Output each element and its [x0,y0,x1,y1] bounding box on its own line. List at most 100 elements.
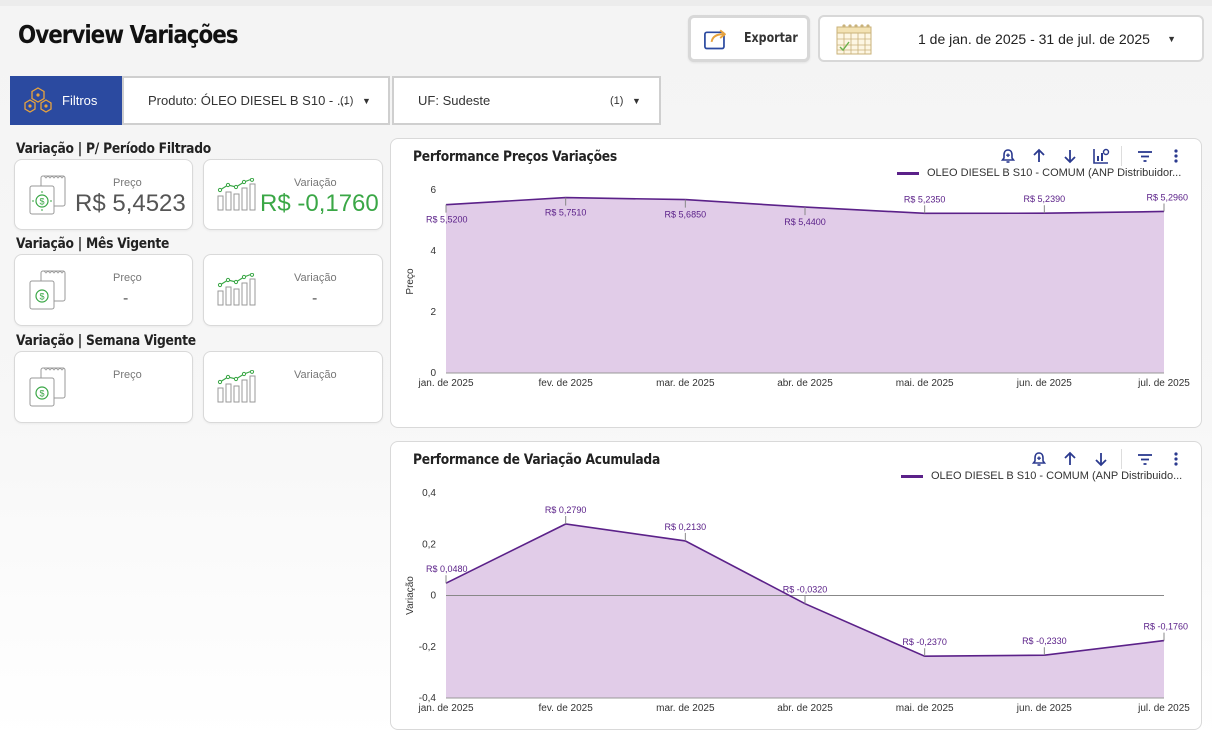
page-title: Overview Variações [18,20,239,49]
legend-swatch [901,474,923,478]
sort-ascending-icon[interactable] [1028,145,1050,167]
y-tick-label: 2 [430,307,436,318]
variation-area-chart: R$ 0,0480 R$ 0,2790 R$ 0,2130 R$ -0,0320 R$ … [405,488,1190,714]
y-tick-label: 0,2 [422,539,436,550]
x-tick-label: jan. de 2025 [417,378,473,389]
svg-text:$: $ [39,389,44,399]
bar-chart-icon [217,178,256,211]
produto-filter-count: (1) [340,94,354,107]
chart-legend: OLEO DIESEL B S10 - COMUM (ANP Distribui… [901,470,1182,482]
x-tick-label: jan. de 2025 [417,703,473,714]
x-tick-label: jul. de 2025 [1137,703,1190,714]
chart-toolbar [997,145,1196,167]
price-tag-icon: $ [29,367,66,407]
x-tick-label: mar. de 2025 [656,378,715,389]
chart-toolbar [1028,448,1196,470]
svg-text:$: $ [39,292,44,302]
price-tag-icon: $ [29,270,66,310]
variation-value: R$ -0,1760 [260,190,379,217]
produto-filter-dropdown[interactable]: Produto: ÓLEO DIESEL B S10 - ... (1) ▼ [122,76,390,125]
data-label: R$ 5,2350 [904,194,946,204]
x-tick-label: fev. de 2025 [539,703,594,714]
bar-chart-icon [217,370,256,403]
legend-label: OLEO DIESEL B S10 - COMUM (ANP Distribui… [931,470,1183,482]
data-label: R$ -0,1760 [1143,622,1188,632]
filters-button[interactable]: Filtros [10,76,122,125]
price-label: Preço [113,369,142,381]
variation-label: Variação [294,272,337,284]
data-label: R$ 5,4400 [784,217,826,227]
price-tag-icon: $ [29,175,66,215]
date-range-picker[interactable]: 1 de jan. de 2025 - 31 de jul. de 2025 ▼ [818,15,1204,62]
x-tick-label: mai. de 2025 [896,378,954,389]
alert-bell-icon[interactable] [1028,448,1050,470]
more-options-icon[interactable] [1165,145,1187,167]
calendar-icon [836,23,872,54]
x-tick-label: abr. de 2025 [777,703,833,714]
chevron-down-icon: ▼ [632,95,641,106]
sort-descending-icon[interactable] [1059,145,1081,167]
uf-filter-value: : Sudeste [435,93,491,108]
alert-bell-icon[interactable] [997,145,1019,167]
chart-panel-variacao: Performance de Variação Acumulada OLEO D… [390,441,1202,730]
variation-card-semana: Variação [203,351,383,423]
bar-chart-icon [217,273,256,306]
y-tick-label: 6 [430,185,436,196]
toolbar-divider [1121,146,1122,166]
price-label: Preço [113,272,142,284]
data-label: R$ 5,2390 [1024,194,1066,204]
price-card-mes: $ Preço - [14,254,193,326]
export-button[interactable]: Exportar [688,15,810,62]
price-area-chart: R$ 5,5200 R$ 5,7510 R$ 5,6850 R$ 5,4400 R$ 5… [405,185,1190,389]
date-range-text: 1 de jan. de 2025 - 31 de jul. de 2025 [918,30,1150,47]
section-title-mes: Variação | Mês Vigente [16,236,170,252]
price-value: - [123,290,129,307]
data-label: R$ -0,2330 [1022,636,1067,646]
data-label: R$ 5,7510 [545,208,587,218]
uf-filter-dropdown[interactable]: UF: Sudeste (1) ▼ [392,76,661,125]
filter-icon[interactable] [1134,145,1156,167]
chart-settings-icon[interactable] [1090,145,1112,167]
sort-descending-icon[interactable] [1090,448,1112,470]
data-label: R$ 0,2130 [665,522,707,532]
chevron-down-icon: ▼ [362,95,371,106]
chart-title: Performance Preços Variações [413,149,617,165]
y-axis-title: Preço [405,268,416,295]
y-tick-label: -0,2 [419,642,437,653]
variation-card-periodo: Variação R$ -0,1760 [203,159,383,230]
y-axis-title: Variação [405,576,416,615]
uf-filter-count: (1) [610,94,624,107]
x-tick-label: abr. de 2025 [777,378,833,389]
x-tick-label: fev. de 2025 [539,378,594,389]
uf-filter-name: UF [418,93,436,108]
price-value: R$ 5,4523 [75,190,186,217]
chart-title: Performance de Variação Acumulada [413,452,661,468]
network-filter-icon [24,86,52,113]
filter-icon[interactable] [1134,448,1156,470]
svg-text:$: $ [39,197,44,207]
data-label: R$ -0,2370 [902,637,947,647]
variation-label: Variação [294,177,337,189]
variation-label: Variação [294,369,337,381]
variation-card-mes: Variação - [203,254,383,326]
data-label: R$ 5,2960 [1146,192,1188,202]
price-label: Preço [113,177,142,189]
sort-ascending-icon[interactable] [1059,448,1081,470]
legend-swatch [897,171,919,175]
data-label: R$ 5,6850 [665,210,707,220]
more-options-icon[interactable] [1165,448,1187,470]
filters-label: Filtros [62,93,98,108]
chart-panel-precos: Performance Preços Variações OLEO DIESEL… [390,138,1202,428]
produto-filter-name: Produto [148,93,194,108]
y-tick-label: 0,4 [422,488,436,499]
y-tick-label: 4 [430,246,436,257]
y-tick-label: -0,4 [419,693,437,704]
chart-legend: OLEO DIESEL B S10 - COMUM (ANP Distribui… [897,167,1181,179]
data-label: R$ 0,0480 [426,564,468,574]
y-tick-label: 0 [430,368,436,379]
data-label: R$ -0,0320 [783,585,828,595]
section-title-semana: Variação | Semana Vigente [16,333,196,349]
x-tick-label: jul. de 2025 [1137,378,1190,389]
data-label: R$ 0,2790 [545,505,587,515]
x-tick-label: mai. de 2025 [896,703,954,714]
